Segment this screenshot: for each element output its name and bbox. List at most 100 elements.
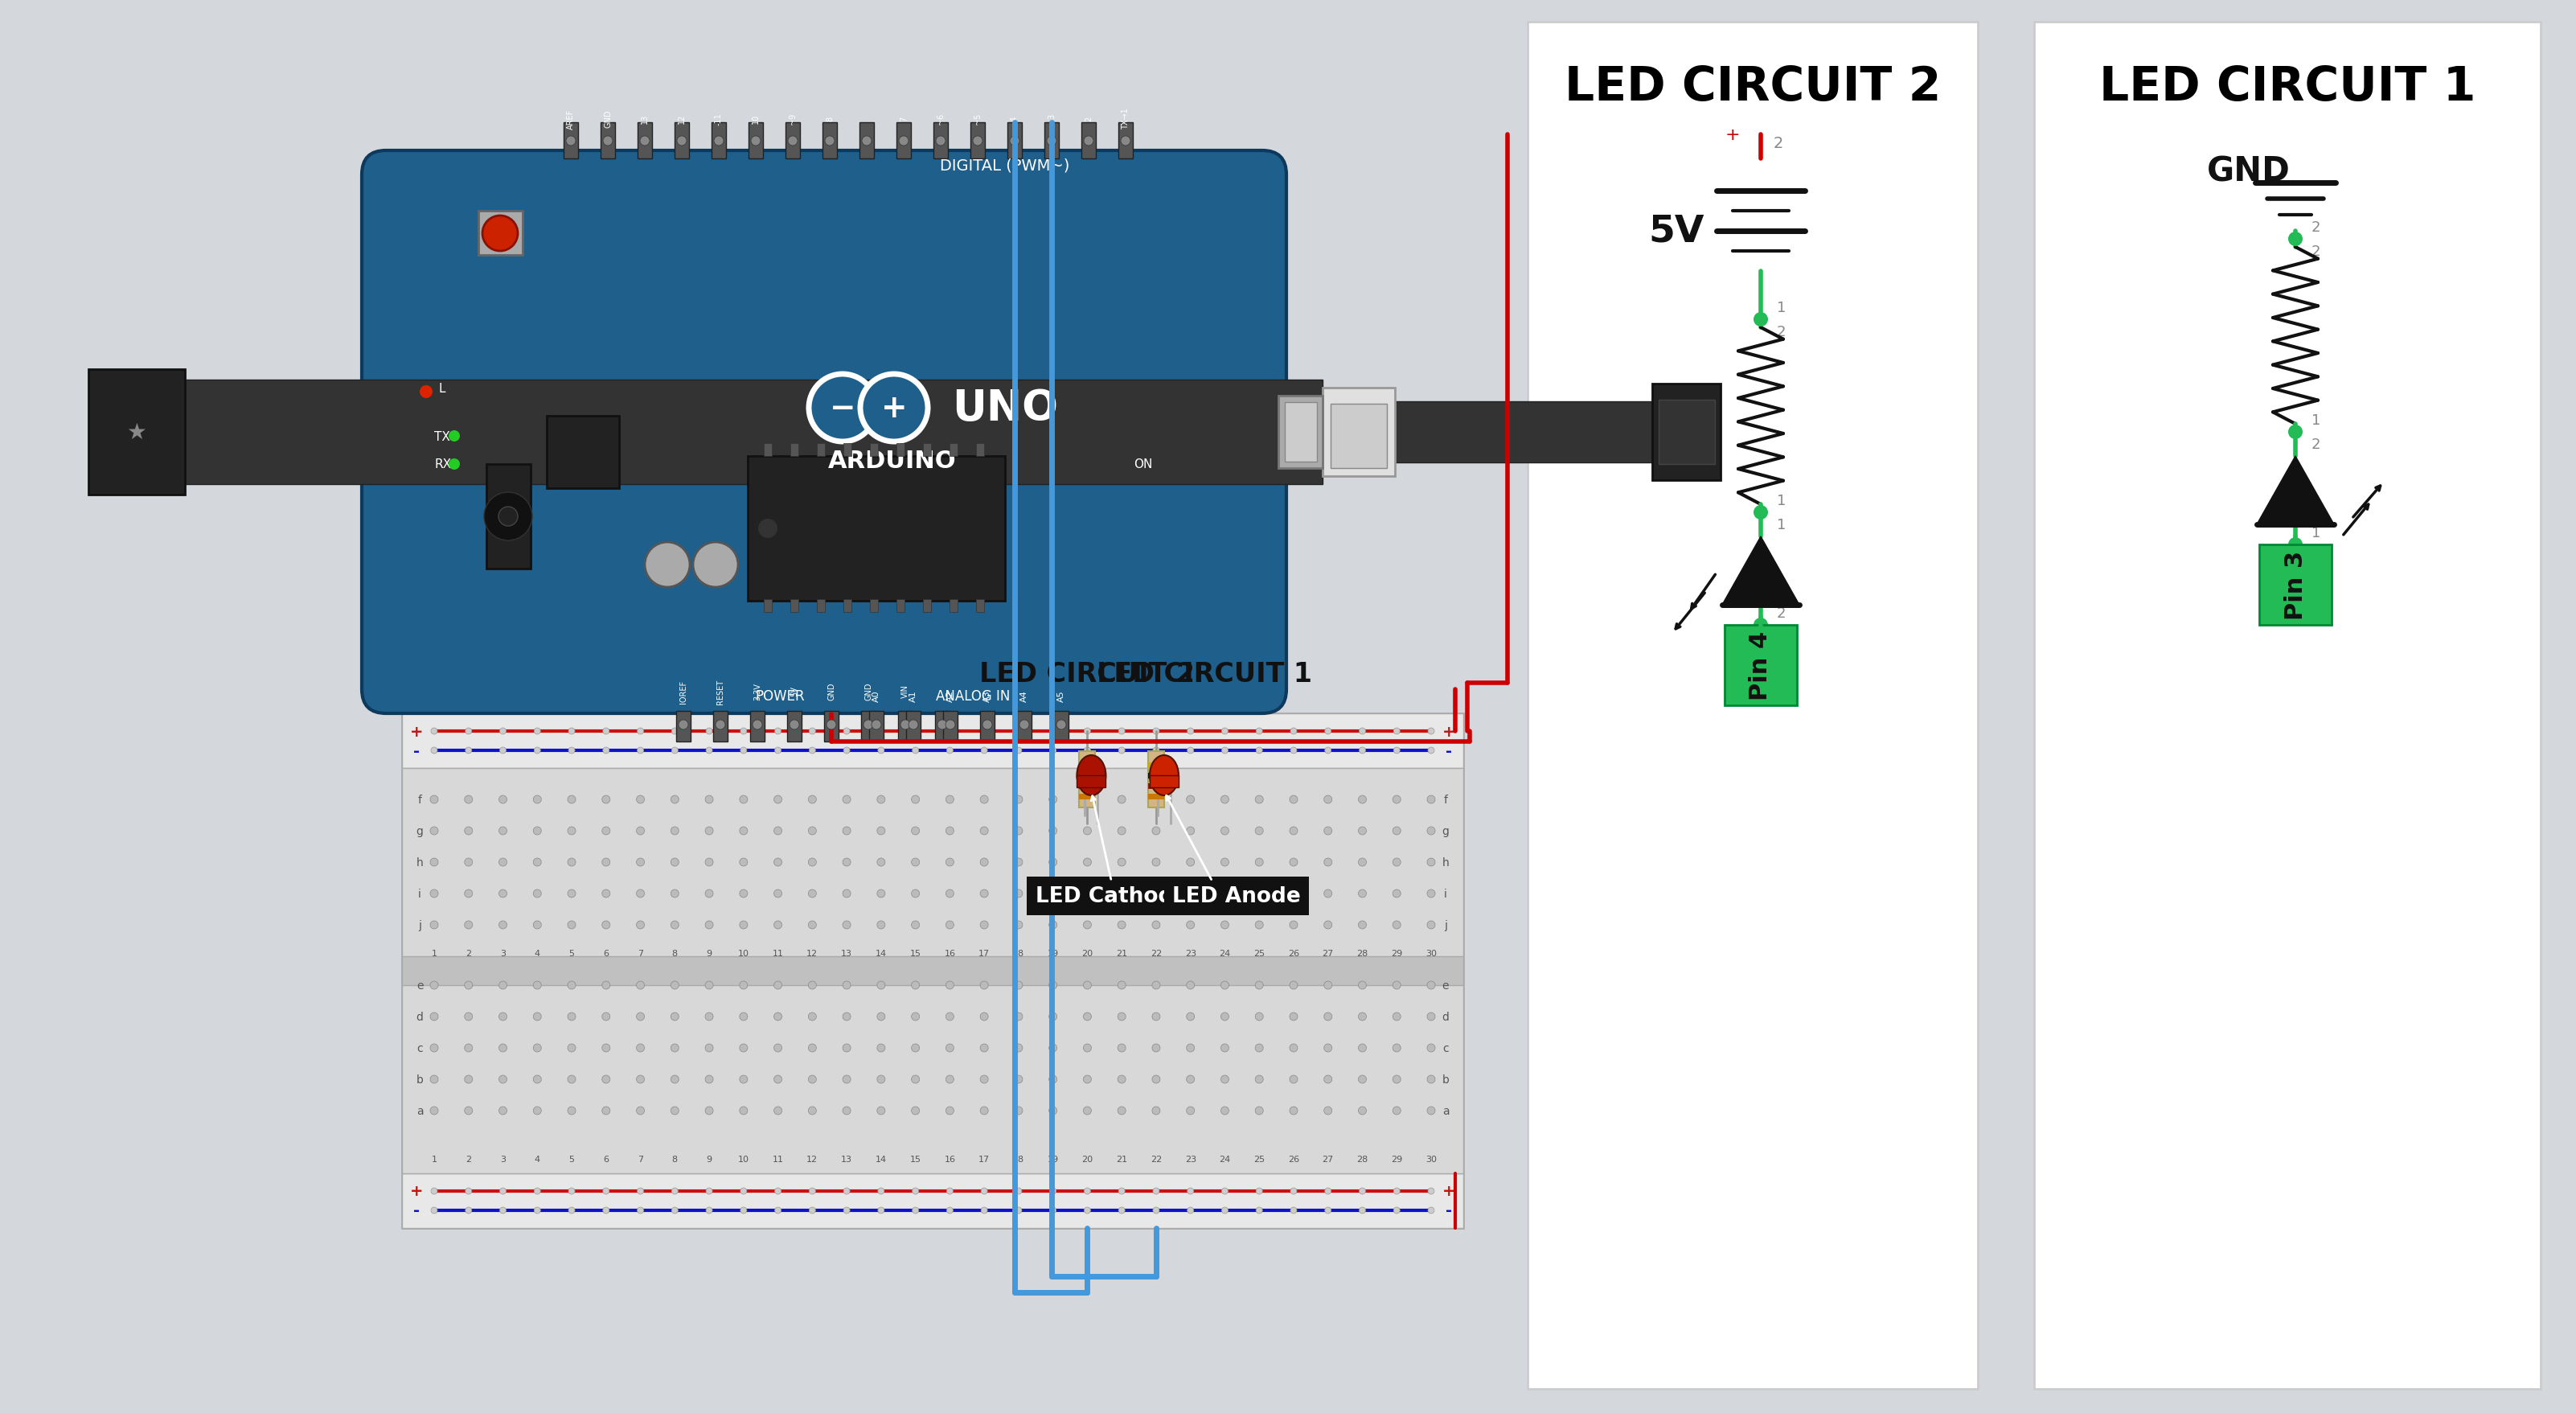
Circle shape [981,982,989,989]
Circle shape [1118,982,1126,989]
Circle shape [603,1044,611,1053]
Bar [1077,776,1105,787]
Circle shape [500,1207,505,1214]
Circle shape [1324,796,1332,804]
Bar [1118,123,1133,160]
Circle shape [1360,1207,1365,1214]
Circle shape [912,1207,920,1214]
Circle shape [603,1188,611,1194]
Circle shape [842,982,850,989]
Circle shape [981,1188,987,1194]
Text: 2: 2 [466,950,471,957]
Circle shape [1084,747,1090,755]
Circle shape [693,543,739,588]
Circle shape [672,728,677,735]
Bar [747,456,1005,601]
Circle shape [1427,1106,1435,1115]
Circle shape [773,982,783,989]
Circle shape [567,1044,574,1053]
Circle shape [567,890,574,897]
Circle shape [842,728,850,735]
Circle shape [677,721,688,729]
Text: 19: 19 [1048,1154,1059,1163]
Circle shape [567,859,574,866]
Circle shape [1291,1207,1296,1214]
Circle shape [739,796,747,804]
Bar [1651,384,1721,480]
Circle shape [1291,1013,1298,1020]
Circle shape [603,859,611,866]
Circle shape [430,921,438,930]
Bar [896,444,904,456]
Bar [791,599,799,612]
Text: 5V: 5V [791,687,799,697]
Circle shape [533,921,541,930]
Text: 1: 1 [2311,413,2321,428]
Circle shape [636,1188,644,1194]
Circle shape [672,747,677,755]
Circle shape [430,859,438,866]
Circle shape [636,890,644,897]
Text: c: c [417,1043,422,1054]
Text: 7: 7 [899,116,907,122]
Circle shape [533,827,541,835]
Text: 23: 23 [1185,1154,1195,1163]
Circle shape [533,1106,541,1115]
Circle shape [1151,1075,1159,1084]
Text: ~9: ~9 [788,113,796,124]
Circle shape [1221,1075,1229,1084]
Circle shape [945,728,953,735]
Circle shape [1291,921,1298,930]
Circle shape [636,1075,644,1084]
Text: d: d [1443,1012,1450,1023]
Circle shape [500,982,507,989]
Circle shape [1427,1044,1435,1053]
Circle shape [533,859,541,866]
Text: j: j [1445,920,1448,931]
Circle shape [500,507,518,527]
Circle shape [842,859,850,866]
Text: DIGITAL (PWM~): DIGITAL (PWM~) [940,158,1069,174]
Text: TX: TX [435,431,451,442]
Circle shape [739,982,747,989]
Circle shape [1015,796,1023,804]
Circle shape [1084,796,1092,804]
Bar [896,123,912,160]
Circle shape [1427,1207,1435,1214]
Circle shape [876,827,886,835]
Bar [976,599,984,612]
Circle shape [1051,1188,1056,1194]
Circle shape [1360,747,1365,755]
Text: 11: 11 [773,950,783,957]
Circle shape [1084,890,1092,897]
Circle shape [500,859,507,866]
Circle shape [1394,747,1399,755]
Circle shape [773,859,783,866]
Circle shape [430,728,438,735]
Bar [1018,711,1030,742]
Circle shape [672,1207,677,1214]
Circle shape [448,431,461,442]
Text: h: h [417,856,422,868]
Circle shape [1015,921,1023,930]
Circle shape [1324,921,1332,930]
Bar [714,711,726,742]
Circle shape [739,1188,747,1194]
Circle shape [1118,796,1126,804]
Text: 3: 3 [500,950,505,957]
Circle shape [636,1044,644,1053]
Circle shape [1291,796,1298,804]
Text: e: e [417,979,422,991]
Bar [817,444,824,456]
Circle shape [1084,921,1092,930]
Text: IOREF: IOREF [680,680,688,702]
Circle shape [1084,1013,1092,1020]
Text: 18: 18 [1012,1154,1025,1163]
Circle shape [824,137,835,147]
Circle shape [567,1075,574,1084]
Circle shape [981,1013,989,1020]
Circle shape [464,1013,471,1020]
Circle shape [938,721,948,729]
Text: 26: 26 [1288,1154,1298,1163]
Text: 2: 2 [466,1154,471,1163]
